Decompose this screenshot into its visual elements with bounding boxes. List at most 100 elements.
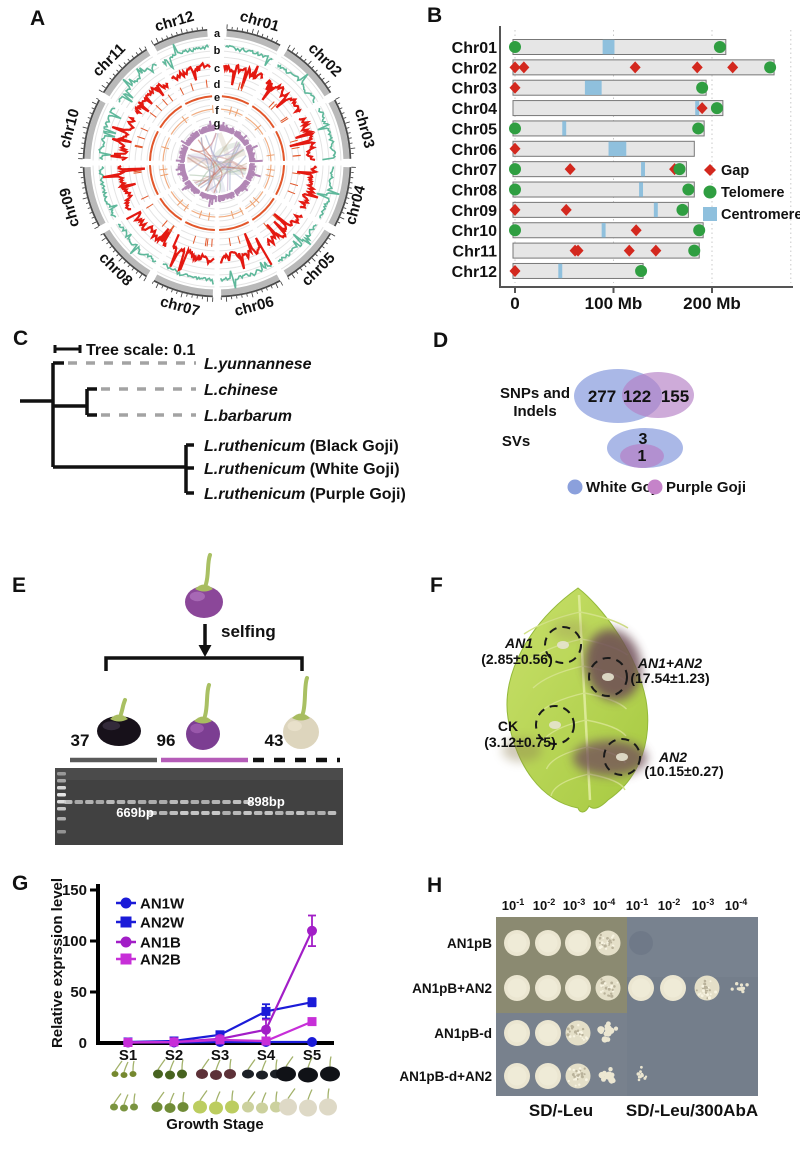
stage-fruit [299,1099,317,1117]
ladder-band [57,779,66,783]
yeast-speckle [568,1030,571,1033]
gel-band [64,800,73,804]
track-g-bar [194,130,200,137]
gel-size-label: 898bp [247,794,285,809]
telomere-marker [509,163,521,176]
yeast-spot-core [568,978,588,998]
scale-tick [116,254,119,257]
scale-tick [246,29,249,32]
yeast-speckle [579,1035,582,1038]
track-g-bar [182,146,188,151]
yeast-speckle [603,992,606,995]
track-d-tick [287,190,296,195]
chromosome-bar [512,120,705,137]
telomere-marker [688,244,701,257]
gel-band [306,811,316,815]
stage-fruit [120,1104,128,1112]
yeast-colony [601,1036,608,1043]
circos-link [189,174,222,194]
chromosome-row-label: Chr02 [452,60,497,77]
fruit-stem [261,1092,267,1103]
stage-fruit [151,1102,163,1112]
yeast-colony-small [739,983,744,987]
track-d-tick [211,238,213,247]
circos-link [206,132,219,192]
infiltration-spot [557,641,569,649]
track-g-bar [178,156,185,160]
track-g-bar [222,195,226,201]
telomere-marker [509,224,521,237]
track-g-bar [184,183,193,191]
stage-fruit [130,1103,138,1111]
scale-tick [116,69,119,72]
venn-legend-dot [567,479,583,495]
scale-tick [191,28,193,31]
track-c-line [125,210,173,247]
yeast-speckle [581,1037,584,1040]
data-point-AN2B [169,1037,179,1047]
track-g-bar [177,171,186,176]
venn-count: 3 [639,431,648,448]
data-point-AN1W [307,1037,317,1047]
gel-band [137,800,147,804]
scale-tick [296,52,299,55]
track-g-bar [233,190,239,197]
yeast-colony-small [740,986,743,989]
gel-band [180,800,189,804]
track-c-line [296,165,319,209]
gel-band [201,811,210,815]
yeast-speckle [574,1077,578,1081]
scale-tick [280,281,284,286]
stage-fruit [319,1098,337,1116]
x-tick-label: S5 [303,1047,321,1064]
ideogram-outline [226,29,281,47]
yeast-speckle [581,1027,585,1031]
chromosome-bar [512,161,687,178]
x-axis-label: Growth Stage [166,1116,264,1133]
track-c-line [102,165,146,211]
ideogram-band [220,274,280,296]
legend-label: AN2W [140,915,185,932]
scale-tick [348,192,353,195]
plate-shading [627,917,758,977]
track-b-line [316,166,340,219]
ideogram-band [154,274,214,296]
stage-fruit [177,1102,189,1112]
yeast-speckle [570,1027,574,1030]
track-f-ring [191,108,214,116]
legend-label: AN1W [140,896,185,913]
scale-tick [176,291,178,295]
scale-tick [256,30,259,35]
track-d-tick [263,222,269,230]
yeast-speckle [585,1078,588,1082]
track-letter: c [214,63,220,75]
track-g-bar [241,183,247,189]
track-g-bar [240,185,246,191]
track-d-tick [155,104,163,112]
scale-tick [171,289,173,293]
scale-tick [89,212,93,214]
gap-marker [691,61,703,74]
legend-marker [120,916,132,928]
scale-tick [287,44,291,49]
scale-tick [82,137,85,139]
legend-label: Gap [721,163,749,179]
ladder-band [57,817,66,821]
data-point-AN2W [307,997,317,1007]
centromere-marker [601,223,606,238]
track-c-line [266,213,304,247]
track-d-tick [240,83,245,92]
track-g-bar [249,157,256,161]
fruit-stem [113,1093,122,1104]
telomere-marker [676,203,689,216]
yeast-speckle [603,942,606,945]
scale-tick [322,77,325,80]
gap-marker [650,244,662,257]
gel-size-label: 669bp [116,805,154,820]
stage-fruit [279,1098,297,1116]
spot-circle [544,626,582,664]
scale-tick [276,39,278,43]
track-c-line [289,117,317,161]
track-g-bar [245,177,252,182]
chromosome-bar [512,39,727,55]
